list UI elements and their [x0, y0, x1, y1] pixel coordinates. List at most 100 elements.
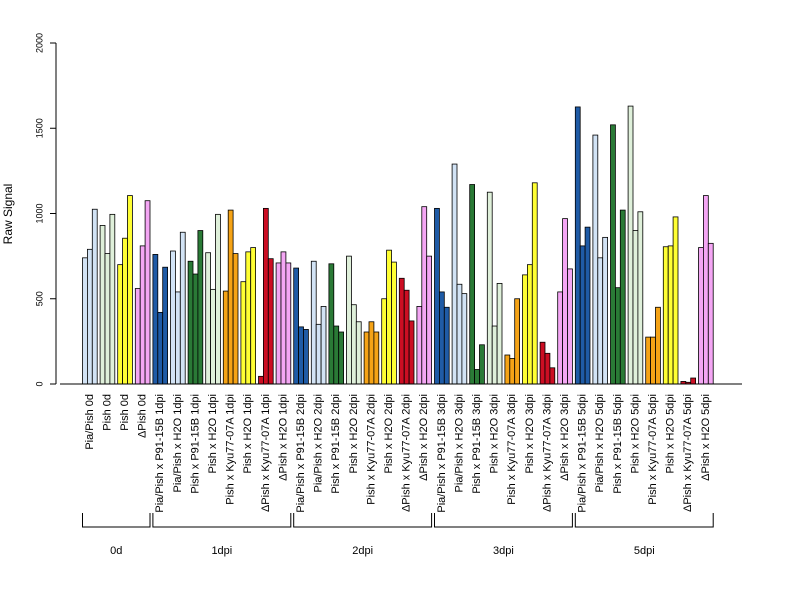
x-tick-label-14: Pish x P91-15B 2dpi — [330, 394, 342, 494]
bar-31-0 — [627, 105, 634, 385]
bar-29-1 — [597, 257, 604, 385]
x-tick-label-2: Pish 0d — [119, 394, 131, 431]
group-label-1: 1dpi — [211, 545, 232, 557]
bar-19-1 — [421, 206, 428, 385]
y-tick-label-3: 1500 — [34, 118, 44, 138]
bar-33-1 — [667, 245, 674, 385]
bar-33-0 — [662, 246, 669, 385]
group-bracket-0 — [82, 513, 151, 528]
x-tick-label-22: Pish x P91-15B 3dpi — [471, 394, 483, 494]
x-tick-label-7: Pish x H2O 1dpi — [207, 394, 219, 473]
x-tick-label-33: Pish x H2O 5dpi — [665, 394, 677, 473]
bar-23-2 — [496, 282, 503, 385]
x-tick-label-35: ΔPish x H2O 5dpi — [700, 394, 712, 481]
bar-24-0 — [504, 354, 511, 385]
x-tick-labels: Pia/Pish 0d Pish 0d Pish 0d ΔPish 0d Pia/Pis… — [84, 394, 712, 513]
bar-26-0 — [539, 341, 546, 385]
bar-15-1 — [350, 304, 357, 385]
bar-18-0 — [398, 277, 405, 385]
bar-22-0 — [469, 184, 476, 385]
x-tick-label-13: Pia/Pish x H2O 2dpi — [313, 394, 325, 492]
x-tick-label-9: Pish x H2O 1dpi — [242, 394, 254, 473]
x-tick-label-23: Pish x H2O 3dpi — [489, 394, 501, 473]
x-tick-label-8: Pish x Kyu77-07A 1dpi — [225, 394, 237, 505]
x-tick-label-17: Pish x H2O 2dpi — [383, 394, 395, 473]
bar-4-1 — [157, 311, 164, 385]
bar-21-2 — [461, 293, 468, 385]
x-tick-label-24: Pish x Kyu77-07A 3dpi — [506, 394, 518, 505]
bar-35-2 — [707, 242, 714, 385]
bar-33-2 — [672, 216, 679, 385]
x-tick-label-6: Pish x P91-15B 1dpi — [189, 394, 201, 494]
bar-7-0 — [205, 252, 211, 385]
bar-5-0 — [170, 250, 176, 385]
bar-18-2 — [408, 320, 415, 385]
bar-14-1 — [333, 325, 340, 385]
x-tick-label-29: Pia/Pish x H2O 5dpi — [594, 394, 606, 492]
bar-23-1 — [491, 325, 498, 385]
group-label-2: 2dpi — [352, 545, 373, 557]
y-tick-label-1: 500 — [34, 291, 44, 306]
bar-24-2 — [514, 298, 521, 385]
x-tick-label-10: ΔPish x Kyu77-07A 1dpi — [260, 394, 272, 512]
bar-14-2 — [338, 331, 345, 385]
bar-8-1 — [227, 209, 234, 385]
bar-12-2 — [303, 329, 309, 385]
bar-18-1 — [403, 289, 410, 385]
bar-1-2 — [109, 213, 116, 385]
bar-27-2 — [567, 268, 573, 385]
x-tick-label-31: Pish x H2O 5dpi — [629, 394, 641, 473]
bar-16-1 — [368, 321, 375, 385]
bar-10-1 — [262, 207, 269, 385]
bar-10-2 — [267, 258, 274, 385]
bar-20-1 — [438, 291, 445, 385]
group-label-3: 3dpi — [493, 545, 514, 557]
bar-7-2 — [215, 213, 221, 385]
group-brackets: 0d 1dpi 2dpi 3dpi 5dpi — [82, 513, 714, 557]
x-tick-label-3: ΔPish 0d — [137, 394, 149, 438]
bar-16-0 — [363, 331, 370, 385]
bar-4-0 — [152, 254, 159, 385]
bar-31-2 — [637, 211, 644, 385]
bar-13-0 — [310, 260, 317, 385]
bar-15-0 — [346, 255, 352, 385]
bar-9-2 — [250, 247, 256, 385]
bar-6-0 — [187, 260, 194, 385]
bar-17-0 — [381, 298, 388, 385]
x-tick-label-27: ΔPish x H2O 3dpi — [559, 394, 571, 481]
bar-1-1 — [104, 253, 111, 385]
x-tick-label-34: ΔPish x Kyu77-07A 5dpi — [682, 394, 694, 512]
bar-13-1 — [315, 323, 322, 385]
bar-6-1 — [192, 273, 199, 385]
x-tick-label-28: Pia/Pish x P91-15B 5dpi — [577, 394, 589, 513]
bar-3-0 — [134, 288, 141, 385]
bar-8-2 — [232, 253, 239, 385]
group-bracket-4 — [574, 513, 714, 528]
y-axis: 0 500 1000 1500 2000 — [34, 33, 57, 387]
bar-20-2 — [443, 306, 450, 385]
bar-2-0 — [117, 264, 123, 385]
x-tick-label-11: ΔPish x H2O 1dpi — [277, 394, 289, 481]
bar-21-1 — [456, 283, 463, 385]
bar-5-1 — [174, 291, 181, 385]
bar-12-0 — [293, 267, 300, 385]
bar-8-0 — [222, 290, 229, 385]
bar-22-1 — [474, 369, 480, 385]
bar-2-2 — [127, 195, 133, 385]
bar-25-0 — [522, 274, 528, 385]
bar-25-2 — [531, 182, 538, 385]
bar-35-1 — [703, 195, 709, 385]
x-tick-label-25: Pish x H2O 3dpi — [524, 394, 536, 473]
bar-31-1 — [632, 230, 639, 385]
x-tick-label-21: Pia/Pish x H2O 3dpi — [453, 394, 465, 492]
bar-21-0 — [451, 163, 458, 385]
x-tick-label-15: Pish x H2O 2dpi — [348, 394, 360, 473]
bar-9-1 — [245, 251, 252, 385]
bar-28-0 — [574, 106, 581, 385]
bar-30-0 — [610, 124, 616, 385]
bar-29-0 — [592, 134, 599, 385]
x-tick-label-5: Pia/Pish x H2O 1dpi — [172, 394, 184, 492]
x-tick-label-32: Pish x Kyu77-07A 5dpi — [647, 394, 659, 505]
bar-11-0 — [275, 262, 282, 385]
